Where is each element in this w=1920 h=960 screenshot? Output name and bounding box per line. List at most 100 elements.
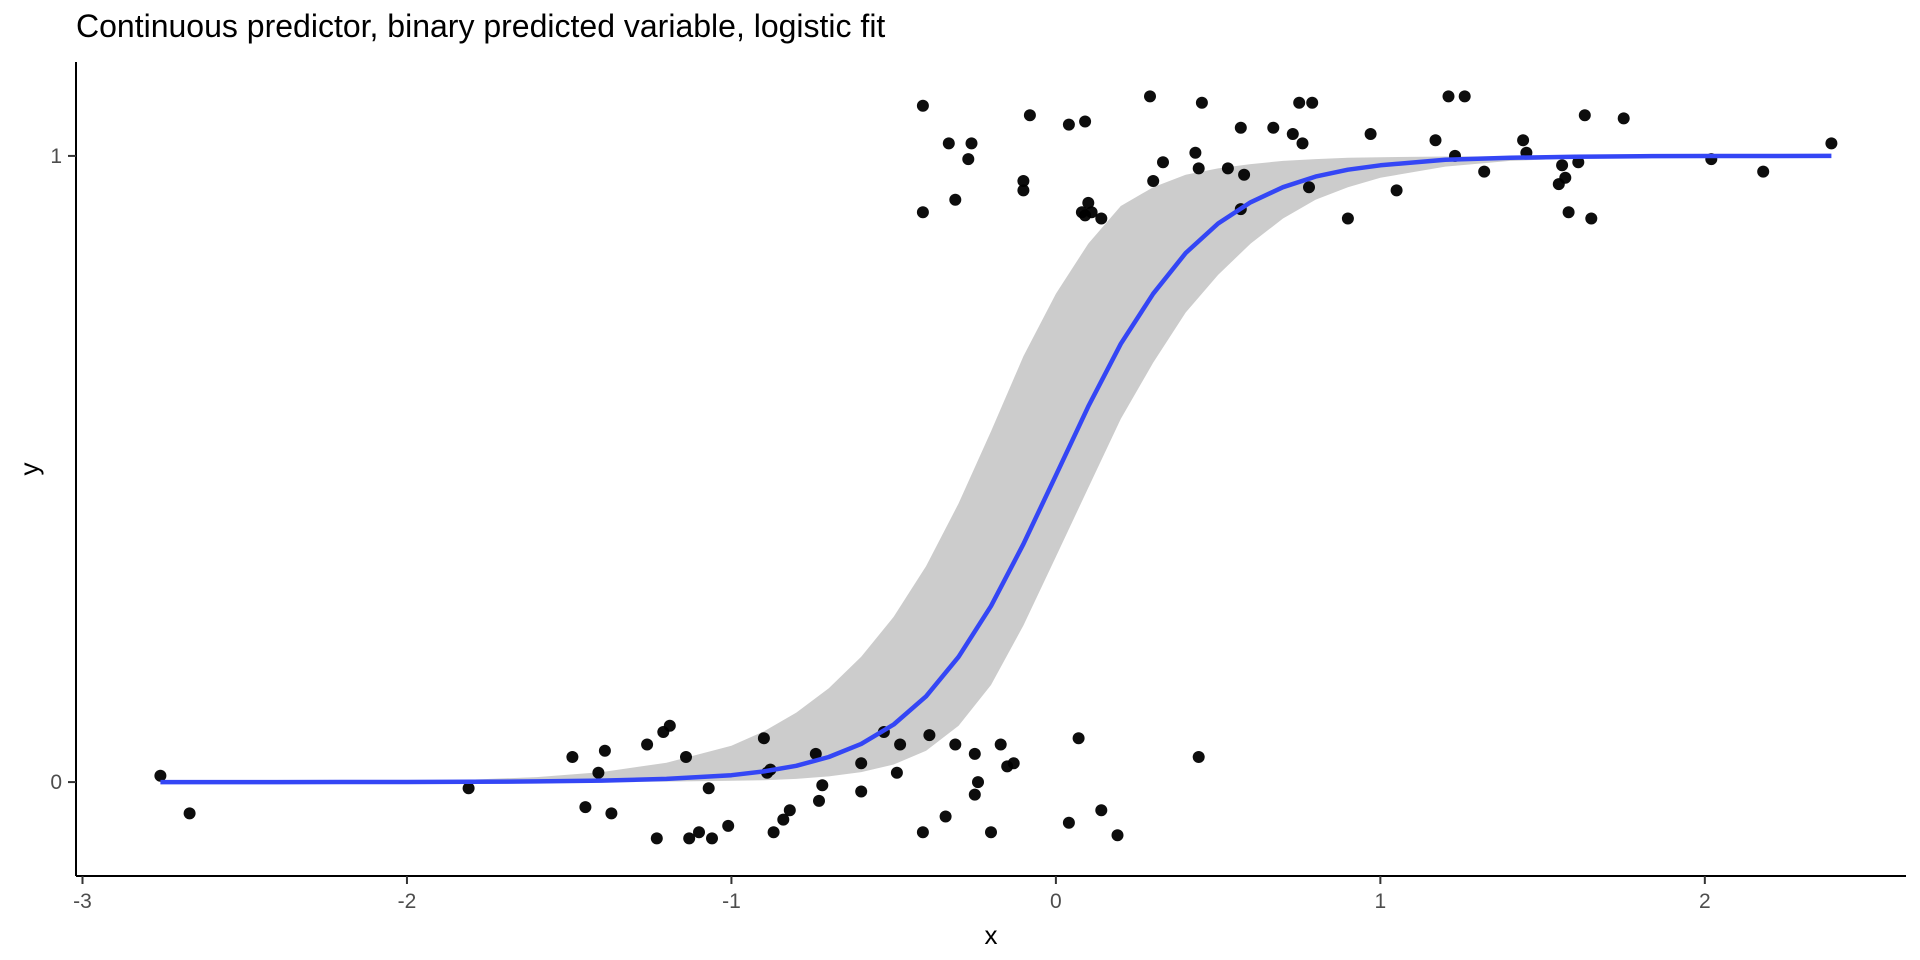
data-point [579, 801, 592, 814]
data-point [916, 99, 929, 112]
data-point [1585, 212, 1598, 225]
data-point [1341, 212, 1354, 225]
y-axis-title: y [14, 463, 44, 476]
data-point [985, 826, 997, 839]
y-tick-label: 0 [50, 771, 62, 794]
axes-layer [75, 62, 1906, 877]
data-point [777, 813, 790, 826]
data-point [1303, 181, 1315, 194]
data-point [650, 832, 663, 845]
x-tick-label: -3 [73, 890, 92, 913]
data-point [1306, 96, 1319, 109]
data-point [1556, 159, 1569, 172]
data-point [154, 769, 167, 782]
x-tick-label: 0 [1050, 890, 1062, 913]
data-point [605, 807, 618, 820]
x-tick-label: 2 [1699, 890, 1711, 913]
data-point [1195, 96, 1208, 109]
data-point [894, 738, 907, 751]
chart-title: Continuous predictor, binary predicted v… [76, 8, 886, 44]
data-point [1296, 137, 1309, 150]
data-point [994, 738, 1007, 751]
data-point [1095, 804, 1108, 817]
data-point [1085, 206, 1098, 219]
data-point [855, 785, 868, 798]
data-point [1095, 212, 1108, 225]
data-point [1144, 90, 1156, 103]
data-point [1007, 757, 1020, 770]
data-point [1429, 134, 1442, 147]
data-points-layer [154, 90, 1838, 845]
data-point [1267, 121, 1280, 134]
data-point [968, 788, 981, 801]
data-point [183, 807, 196, 820]
fit-line-layer [160, 153, 1832, 785]
data-point [1147, 175, 1160, 187]
data-point [1286, 128, 1299, 140]
data-point [972, 776, 984, 789]
data-point [757, 732, 770, 745]
data-point [1062, 816, 1075, 829]
data-point [1192, 751, 1205, 763]
data-point [1082, 196, 1095, 209]
y-ticks-layer: 01 [50, 145, 76, 794]
data-point [1442, 90, 1455, 103]
data-point [693, 826, 705, 839]
data-point [923, 729, 936, 742]
data-point [916, 206, 929, 219]
data-point [702, 782, 715, 795]
data-point [1017, 184, 1030, 197]
data-point [1478, 165, 1491, 178]
data-point [916, 826, 929, 839]
data-point [1238, 168, 1251, 181]
data-point [663, 719, 676, 732]
x-tick-label: 1 [1375, 890, 1387, 913]
data-point [1111, 829, 1124, 842]
x-tick-label: -2 [398, 890, 417, 913]
data-point [813, 794, 825, 807]
data-point [1072, 732, 1085, 745]
data-point [1293, 96, 1306, 109]
data-point [1825, 137, 1838, 150]
data-point [942, 137, 955, 150]
data-point [965, 137, 978, 150]
data-point [962, 153, 975, 166]
data-point [1617, 112, 1630, 125]
data-point [1023, 109, 1036, 122]
data-point [890, 766, 903, 779]
data-point [1572, 156, 1585, 169]
data-point [783, 804, 796, 817]
data-point [816, 779, 829, 792]
data-point [855, 757, 868, 770]
data-point [1079, 115, 1092, 128]
x-tick-label: -1 [722, 890, 741, 913]
data-point [680, 751, 692, 763]
data-point [809, 747, 822, 760]
data-point [1364, 128, 1377, 140]
data-point [949, 738, 962, 751]
data-point [1458, 90, 1471, 103]
data-point [1562, 206, 1575, 219]
data-point [1559, 171, 1572, 184]
x-axis-title: x [985, 920, 998, 950]
data-point [641, 738, 654, 751]
y-tick-label: 1 [50, 145, 62, 168]
data-point [1189, 146, 1202, 159]
data-point [939, 810, 952, 823]
data-point [683, 832, 696, 845]
data-point [1221, 162, 1234, 175]
data-point [1157, 156, 1169, 169]
data-point [1390, 184, 1403, 197]
x-ticks-layer: -3 -2 -1 0 1 2 [73, 876, 1711, 913]
data-point [1757, 165, 1770, 178]
data-point [1517, 134, 1530, 147]
data-point [706, 832, 718, 845]
data-point [592, 766, 605, 779]
data-point [1062, 118, 1075, 131]
data-point [462, 782, 475, 795]
data-point [1234, 121, 1247, 134]
data-point [1017, 175, 1030, 187]
confidence-ribbon [160, 155, 1832, 783]
data-point [949, 193, 962, 206]
